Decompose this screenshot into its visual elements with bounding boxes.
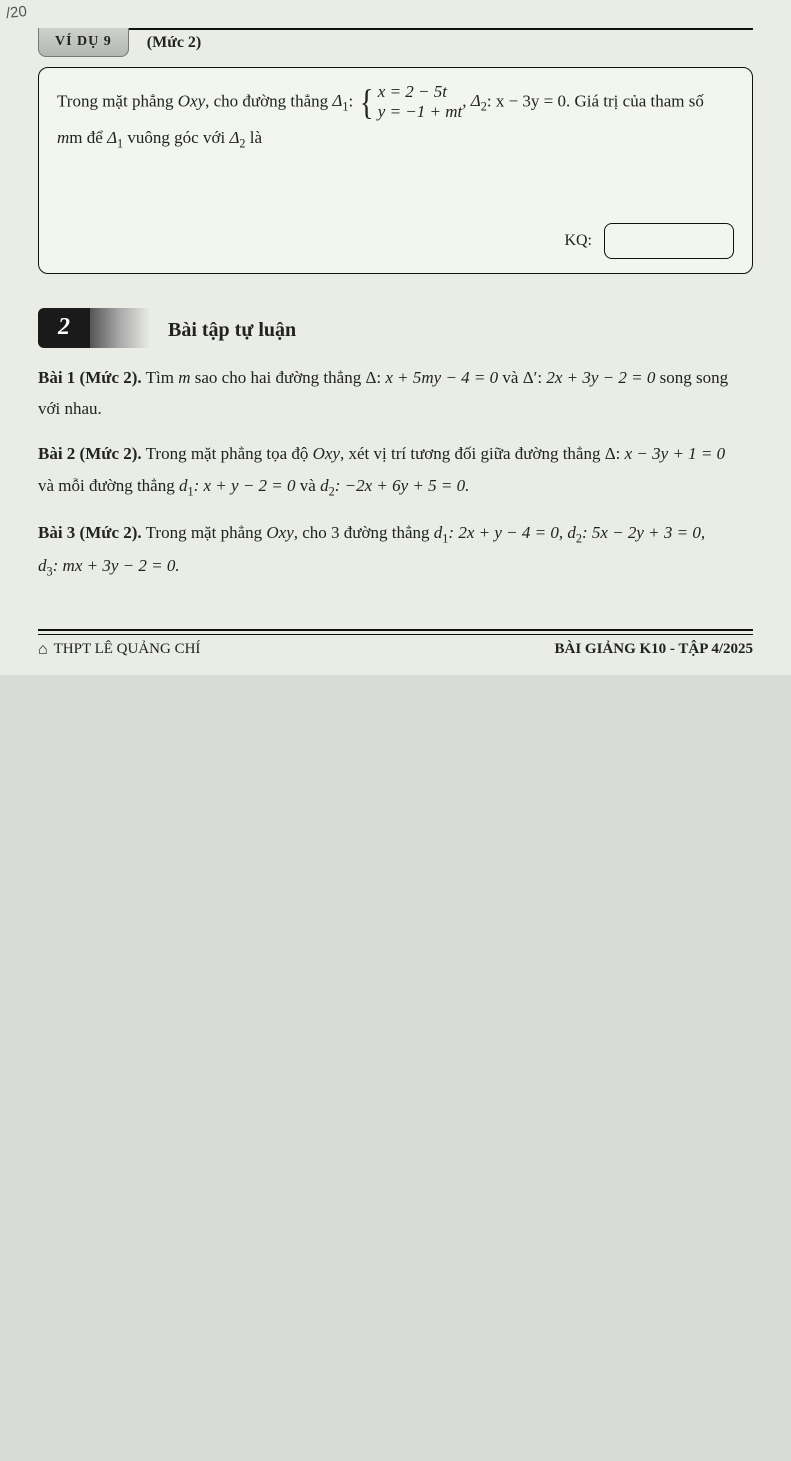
text-fragment: d xyxy=(434,523,443,542)
math-delta1b: Δ1 xyxy=(107,128,123,147)
margin-note: /20 xyxy=(5,3,28,22)
section-fade-decor xyxy=(90,308,150,348)
text-fragment: Trong mặt phẳng xyxy=(57,91,178,110)
text-fragment: Δ xyxy=(107,128,117,147)
math-eq: : 2x + y − 4 = 0, xyxy=(448,523,567,542)
text-fragment: , xyxy=(462,91,471,110)
section-header: 2 Bài tập tự luận xyxy=(38,308,753,348)
text-fragment: vuông góc với xyxy=(123,128,229,147)
exercise-2: Bài 2 (Mức 2). Trong mặt phẳng tọa độ Ox… xyxy=(38,438,753,502)
math-d1: d1 xyxy=(434,523,449,542)
section-title: Bài tập tự luận xyxy=(168,319,296,348)
example-level: (Mức 2) xyxy=(147,34,201,52)
math-d3: d3 xyxy=(38,556,53,575)
result-row: KQ: xyxy=(57,223,734,259)
exercise-1: Bài 1 (Mức 2). Tìm m sao cho hai đường t… xyxy=(38,362,753,425)
example-text: Trong mặt phẳng Oxy, cho đường thẳng Δ1:… xyxy=(57,82,734,155)
math-eq: : −2x + 6y + 5 = 0. xyxy=(335,476,470,495)
text-fragment: sao cho hai đường thẳng Δ: xyxy=(191,368,386,387)
text-fragment: , xét vị trí tương đối giữa đường thẳng … xyxy=(340,444,625,463)
footer-left: ⌂ THPT LÊ QUẢNG CHÍ xyxy=(38,641,200,659)
example-box: Trong mặt phẳng Oxy, cho đường thẳng Δ1:… xyxy=(38,67,753,274)
footer-rule xyxy=(38,629,753,635)
system-line-2: y = −1 + mt xyxy=(378,102,462,122)
math-oxy: Oxy xyxy=(313,444,340,463)
math-d1: d1 xyxy=(179,476,194,495)
text-fragment: Tìm xyxy=(142,368,179,387)
math-delta2b: Δ2 xyxy=(229,128,245,147)
math-eq: x + 5my − 4 = 0 xyxy=(385,368,498,387)
text-fragment: : x − 3y = 0. Giá trị của tham số xyxy=(487,91,704,110)
example-header: VÍ DỤ 9 (Mức 2) xyxy=(38,28,753,57)
math-eq: : x + y − 2 = 0 xyxy=(194,476,296,495)
text-fragment: Δ xyxy=(229,128,239,147)
text-fragment: và mỗi đường thẳng xyxy=(38,476,179,495)
page: /20 VÍ DỤ 9 (Mức 2) Trong mặt phẳng Oxy,… xyxy=(0,0,791,675)
exercise-3: Bài 3 (Mức 2). Trong mặt phẳng Oxy, cho … xyxy=(38,517,753,583)
text-fragment: Trong mặt phẳng xyxy=(142,523,267,542)
math-d2: d2 xyxy=(567,523,582,542)
math-oxy: Oxy xyxy=(266,523,293,542)
math-d2: d2 xyxy=(320,476,335,495)
text-fragment: Trong mặt phẳng tọa độ xyxy=(142,444,313,463)
math-eq: : 5x − 2y + 3 = 0, xyxy=(582,523,705,542)
math-eq: : mx + 3y − 2 = 0. xyxy=(53,556,180,575)
text-fragment: m để xyxy=(69,128,107,147)
example-tab: VÍ DỤ 9 xyxy=(38,28,129,57)
left-brace-icon: { xyxy=(359,86,373,118)
system-brace: { x = 2 − 5t y = −1 + mt xyxy=(358,82,463,123)
text-fragment: với nhau. xyxy=(38,399,102,418)
text-fragment: và Δ′: xyxy=(498,368,546,387)
text-fragment: , cho đường thẳng xyxy=(205,91,332,110)
system-lines: x = 2 − 5t y = −1 + mt xyxy=(378,82,462,123)
text-fragment: d xyxy=(320,476,329,495)
text-fragment: Δ xyxy=(471,91,481,110)
exercise-1-label: Bài 1 (Mức 2). xyxy=(38,368,142,387)
text-fragment: Δ xyxy=(332,91,342,110)
math-delta1: Δ1 xyxy=(332,91,348,110)
exercise-3-label: Bài 3 (Mức 2). xyxy=(38,523,142,542)
exercise-2-label: Bài 2 (Mức 2). xyxy=(38,444,142,463)
footer-school: THPT LÊ QUẢNG CHÍ xyxy=(54,641,201,658)
math-eq: 2x + 3y − 2 = 0 xyxy=(546,368,655,387)
math-oxy: Oxy xyxy=(178,91,205,110)
text-fragment: d xyxy=(38,556,47,575)
text-fragment: : xyxy=(349,91,358,110)
math-m: m xyxy=(178,368,190,387)
math-m: m xyxy=(57,128,69,147)
house-icon: ⌂ xyxy=(38,641,48,659)
text-fragment: và xyxy=(296,476,321,495)
system-line-1: x = 2 − 5t xyxy=(378,82,462,102)
result-label: KQ: xyxy=(564,232,592,250)
math-delta2: Δ2 xyxy=(471,91,487,110)
page-footer: ⌂ THPT LÊ QUẢNG CHÍ BÀI GIẢNG K10 - TẬP … xyxy=(38,639,753,659)
result-box xyxy=(604,223,734,259)
math-eq: x − 3y + 1 = 0 xyxy=(625,444,726,463)
footer-right: BÀI GIẢNG K10 - TẬP 4/2025 xyxy=(555,641,754,658)
text-fragment: , cho 3 đường thẳng xyxy=(294,523,434,542)
section-number-badge: 2 xyxy=(38,308,90,348)
text-fragment: là xyxy=(246,128,263,147)
text-fragment: song song xyxy=(655,368,728,387)
text-fragment: d xyxy=(567,523,576,542)
